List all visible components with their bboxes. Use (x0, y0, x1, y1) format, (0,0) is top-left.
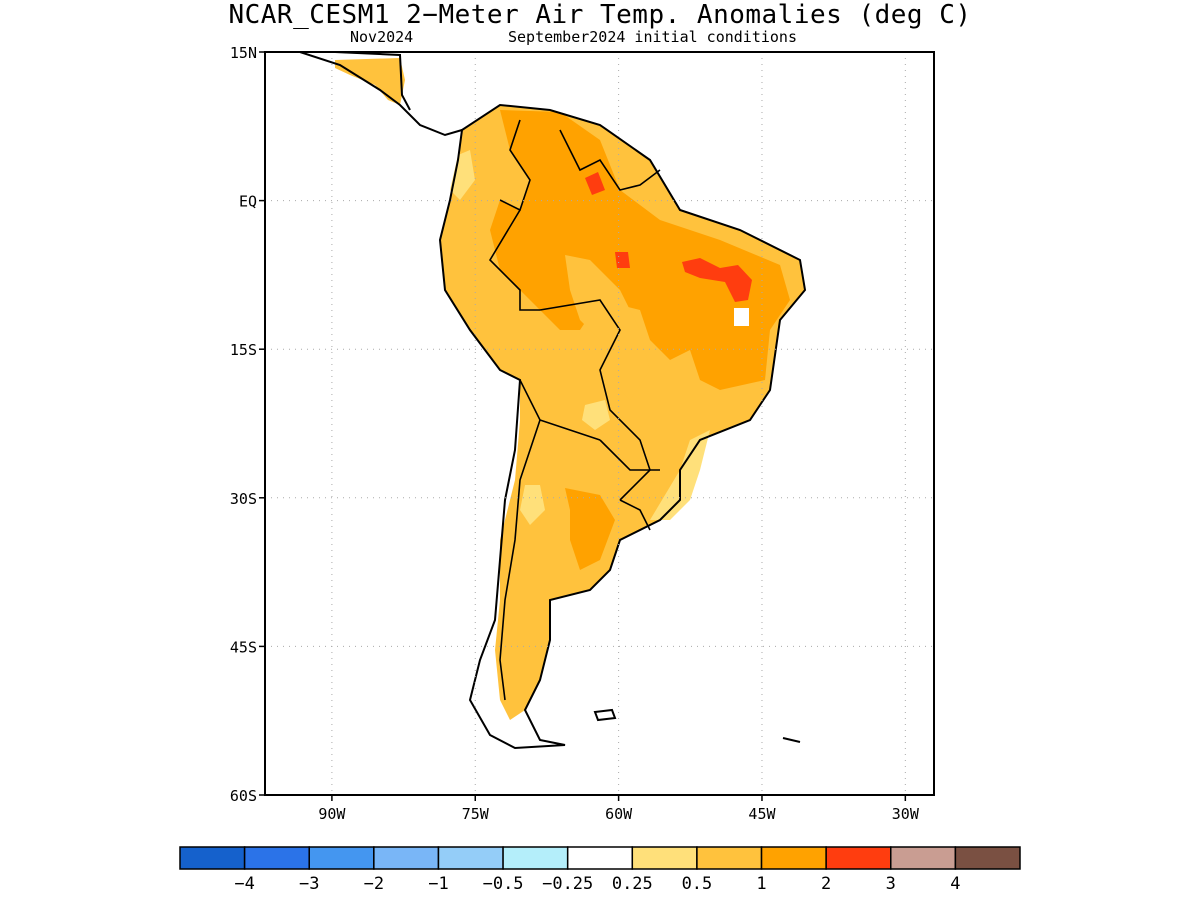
colorbar-swatch (308, 846, 375, 870)
colorbar-swatch (437, 846, 504, 870)
lon-tick-label: 45W (748, 805, 776, 823)
colorbar-swatch (566, 846, 634, 870)
colorbar: −4 −3 −2 −1 −0.5 −0.25 0.25 0.5 1 2 3 4 (179, 846, 1021, 894)
forecast-month: Nov2024 (350, 28, 414, 46)
colorbar-label: −4 (234, 874, 254, 894)
lat-tick-label: 15S (230, 341, 257, 359)
chart-title: NCAR_CESM1 2−Meter Air Temp. Anomalies (… (228, 0, 972, 30)
colorbar-label: −0.25 (542, 874, 593, 894)
interior-weak-anomaly (582, 400, 610, 430)
colorbar-swatch (890, 846, 957, 870)
colorbar-label: 3 (886, 874, 896, 894)
coastlines (299, 52, 807, 750)
colorbar-swatch (954, 846, 1021, 870)
colorbar-label: −0.5 (483, 874, 524, 894)
colorbar-swatch (502, 846, 569, 870)
falkland-islands (593, 708, 617, 722)
colorbar-label: 4 (950, 874, 960, 894)
central-america-anomaly (335, 58, 405, 105)
colorbar-label: 0.5 (682, 874, 713, 894)
south-america-coastline (438, 103, 807, 750)
colorbar-label: −1 (428, 874, 448, 894)
amazon-strong-anomaly (490, 110, 790, 390)
colorbar-label: 0.25 (612, 874, 653, 894)
chile-weak-anomaly (520, 485, 545, 525)
lon-tick-label: 30W (892, 805, 920, 823)
lat-tick-label: 15N (230, 44, 257, 62)
south-georgia (782, 737, 801, 743)
lat-tick-label: 45S (230, 638, 257, 656)
guiana-extreme-anomaly (585, 172, 605, 195)
colorbar-swatch (760, 846, 827, 870)
argentina-strong-anomaly (565, 488, 615, 570)
colorbar-label: 1 (756, 874, 766, 894)
lat-tick-label: 30S (230, 490, 257, 508)
central-weak-anomaly (565, 255, 650, 400)
no-data-patch (734, 308, 749, 326)
colorbar-swatch (243, 846, 310, 870)
lon-tick-label: 60W (605, 805, 633, 823)
lon-tick-label: 90W (318, 805, 346, 823)
pacific-coast-weak-anomaly (450, 150, 475, 200)
initial-conditions: September2024 initial conditions (508, 28, 797, 46)
anomaly-layer (335, 58, 805, 720)
colorbar-label: −3 (299, 874, 319, 894)
amazon-extreme-anomaly (615, 252, 630, 268)
colorbar-label: 2 (821, 874, 831, 894)
lon-tick-label: 75W (462, 805, 490, 823)
colorbar-swatch (631, 846, 698, 870)
colorbar-swatch (179, 846, 246, 870)
lat-tick-label: 60S (230, 787, 257, 805)
lat-tick-label: EQ (239, 193, 257, 211)
caribbean-coastline (334, 52, 411, 111)
central-america-coastline (299, 52, 463, 137)
country-borders (488, 119, 661, 701)
latitude-axis: 15N EQ 15S 30S 45S 60S (230, 44, 265, 805)
map-frame (264, 51, 935, 796)
colorbar-label: −2 (364, 874, 384, 894)
northeast-brazil-extreme-anomaly (682, 258, 752, 302)
colorbar-swatch (373, 846, 440, 870)
colorbar-swatch (825, 846, 892, 870)
colorbar-swatch (696, 846, 763, 870)
longitude-axis: 90W 75W 60W 45W 30W (318, 795, 920, 823)
